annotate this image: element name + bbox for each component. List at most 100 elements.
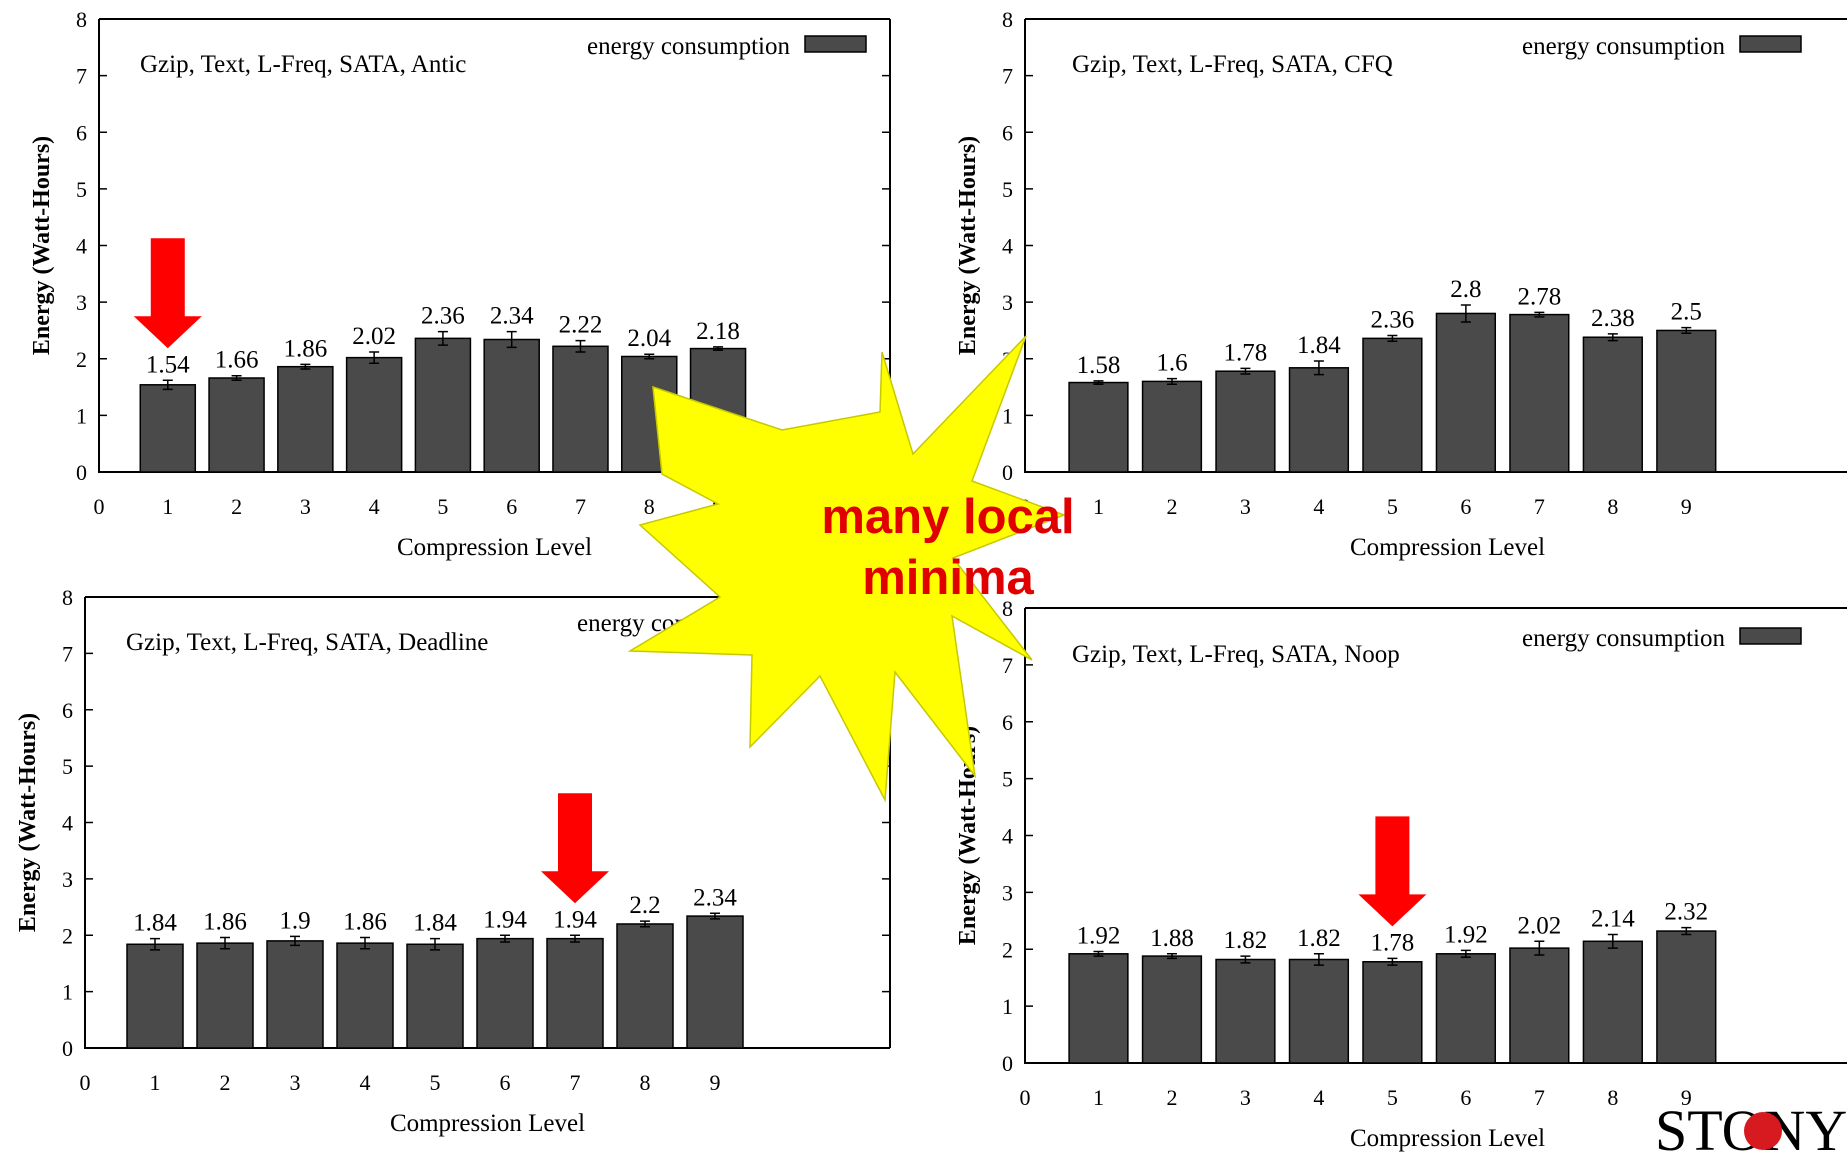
error-bar — [710, 912, 720, 920]
data-label: 1.86 — [203, 909, 247, 936]
chart-title: Gzip, Text, L-Freq, SATA, CFQ — [1072, 51, 1393, 78]
y-tick-label: 8 — [1002, 596, 1013, 621]
bar-2 — [196, 942, 254, 1049]
highlight-arrow-icon — [1358, 816, 1427, 927]
data-label: 1.92 — [1444, 921, 1488, 948]
bar-3 — [266, 940, 324, 1049]
x-tick-label: 3 — [300, 494, 311, 519]
error-bar — [644, 353, 655, 360]
x-axis-label: Compression Level — [1350, 1125, 1545, 1152]
bar-7 — [1509, 313, 1570, 473]
y-tick-label: 7 — [1002, 653, 1013, 678]
error-bar — [500, 934, 510, 943]
error-bar — [1166, 377, 1177, 385]
callout: many local minima — [627, 335, 1075, 803]
bar-3 — [277, 365, 334, 473]
x-tick-label: 9 — [710, 1070, 721, 1095]
y-tick-label: 5 — [1002, 177, 1013, 202]
data-label: 1.54 — [146, 351, 190, 378]
data-label: 1.94 — [553, 906, 597, 933]
callout-line-2: minima — [862, 551, 1034, 605]
data-label: 2.5 — [1671, 299, 1702, 326]
x-tick-label: 6 — [1460, 1085, 1471, 1110]
y-tick-label: 7 — [76, 64, 87, 89]
bar-1 — [139, 384, 197, 473]
bar-9 — [686, 915, 744, 1049]
y-tick-label: 6 — [1002, 710, 1013, 735]
data-label: 1.6 — [1156, 350, 1187, 377]
chart-panel-2: 01234567801234567891.581.61.781.842.362.… — [955, 7, 1847, 561]
stony-brook-logo: STONYBROOK — [1655, 1098, 1847, 1161]
y-tick-label: 2 — [1002, 937, 1013, 962]
y-tick-label: 6 — [62, 698, 73, 723]
error-bar — [1460, 304, 1471, 323]
logo-emblem-icon — [1744, 1112, 1782, 1150]
bar-7 — [546, 937, 604, 1049]
data-label: 1.92 — [1077, 923, 1121, 950]
callout-line-1: many local — [821, 490, 1074, 544]
error-bar — [430, 937, 440, 951]
y-tick-label: 0 — [62, 1036, 73, 1061]
y-tick-label: 4 — [62, 811, 73, 836]
data-label: 1.82 — [1224, 927, 1268, 954]
bar-6 — [483, 338, 540, 473]
data-label: 2.36 — [421, 303, 465, 330]
x-tick-label: 5 — [1387, 1085, 1398, 1110]
bar-7 — [552, 345, 609, 473]
x-tick-label: 5 — [430, 1070, 441, 1095]
logo-line-2: BROOK — [1655, 1148, 1847, 1161]
error-bar — [162, 379, 173, 391]
y-tick-label: 4 — [1002, 824, 1013, 849]
x-tick-label: 7 — [1534, 1085, 1545, 1110]
x-tick-label: 0 — [94, 494, 105, 519]
chart-panel-1: 01234567801234567891.541.661.862.022.362… — [29, 7, 891, 561]
legend-swatch — [1739, 35, 1802, 53]
data-label: 2.02 — [1517, 912, 1561, 939]
data-label: 2.02 — [352, 323, 396, 350]
y-tick-label: 8 — [62, 585, 73, 610]
error-bar — [360, 936, 370, 950]
y-tick-label: 2 — [62, 923, 73, 948]
data-label: 2.34 — [490, 303, 534, 330]
error-bar — [300, 363, 311, 370]
x-tick-label: 2 — [220, 1070, 231, 1095]
bar-3 — [1215, 370, 1276, 473]
data-label: 1.84 — [1297, 332, 1341, 359]
bar-4 — [345, 356, 403, 473]
y-tick-label: 3 — [1002, 880, 1013, 905]
x-tick-label: 6 — [506, 494, 517, 519]
x-tick-label: 3 — [1240, 494, 1251, 519]
y-tick-label: 1 — [76, 403, 87, 428]
legend-swatch — [804, 35, 867, 53]
error-bar — [1681, 326, 1692, 335]
x-tick-label: 9 — [1681, 1085, 1692, 1110]
data-label: 2.34 — [693, 884, 737, 911]
error-bar — [231, 374, 242, 382]
error-bar — [506, 330, 517, 349]
data-label: 1.9 — [279, 907, 310, 934]
error-bar — [1313, 953, 1324, 966]
y-tick-label: 4 — [76, 234, 87, 259]
data-label: 2.04 — [627, 325, 671, 352]
x-tick-label: 0 — [80, 1070, 91, 1095]
bar-1 — [126, 943, 184, 1049]
error-bar — [1240, 955, 1251, 964]
x-axis-label: Compression Level — [390, 1110, 585, 1137]
y-tick-label: 0 — [76, 460, 87, 485]
y-tick-label: 3 — [76, 290, 87, 315]
y-tick-label: 7 — [1002, 64, 1013, 89]
x-tick-label: 2 — [1166, 1085, 1177, 1110]
legend-label: energy consumption — [1522, 33, 1725, 60]
y-axis-label: Energy (Watt-Hours) — [955, 136, 981, 355]
bar-5 — [414, 337, 472, 473]
data-label: 2.18 — [696, 318, 740, 345]
legend-label: energy consumption — [587, 33, 790, 60]
data-label: 2.22 — [559, 312, 603, 339]
bar-7 — [1509, 947, 1570, 1064]
x-tick-label: 4 — [1313, 1085, 1324, 1110]
error-bar — [1093, 950, 1104, 957]
x-tick-label: 7 — [570, 1070, 581, 1095]
data-label: 1.78 — [1224, 339, 1268, 366]
x-tick-label: 7 — [1534, 494, 1545, 519]
